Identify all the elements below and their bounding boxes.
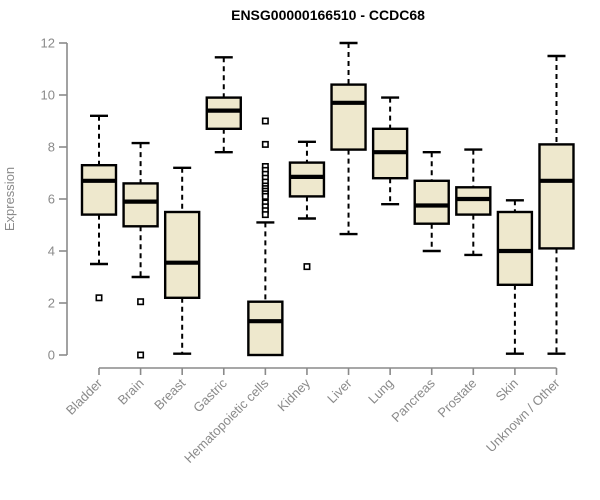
box-skin xyxy=(496,210,534,287)
x-tick-label-breast: Breast xyxy=(151,375,188,412)
x-tick-label-kidney: Kidney xyxy=(274,375,313,414)
chart-title: ENSG00000166510 - CCDC68 xyxy=(231,7,425,23)
x-tick-label-liver: Liver xyxy=(324,375,355,406)
x-tick-label-skin: Skin xyxy=(493,376,521,404)
box-group-skin xyxy=(496,199,534,355)
y-tick-label-12: 12 xyxy=(41,36,55,51)
box-liver xyxy=(330,83,367,151)
y-tick-label-10: 10 xyxy=(41,88,55,103)
x-tick-label-lung: Lung xyxy=(365,376,396,407)
box-gastric xyxy=(205,96,242,130)
box-group-bladder xyxy=(80,114,118,302)
box-group-brain xyxy=(122,141,159,359)
box-kidney xyxy=(288,161,326,198)
outlier-hematopoietic-cells-1 xyxy=(261,140,269,148)
box-group-unknown-other xyxy=(538,54,575,355)
x-tick-label-prostate: Prostate xyxy=(435,376,480,421)
y-tick-label-0: 0 xyxy=(48,348,55,363)
x-tick-label-brain: Brain xyxy=(115,376,147,408)
box-pancreas xyxy=(413,179,450,225)
x-tick-label-unknown-other: Unknown / Other xyxy=(483,375,563,455)
box-group-hematopoietic-cells xyxy=(247,117,284,357)
outlier-kidney-0 xyxy=(303,263,311,271)
box-bladder xyxy=(80,163,118,216)
box-group-breast xyxy=(163,166,201,355)
y-axis-label: Expression xyxy=(2,167,17,231)
box-hematopoietic-cells xyxy=(247,300,284,357)
box-unknown-other xyxy=(538,143,575,250)
x-tick-label-gastric: Gastric xyxy=(190,375,230,415)
boxes-layer xyxy=(80,41,575,359)
y-tick-label-2: 2 xyxy=(48,296,55,311)
outlier-bladder-0 xyxy=(95,294,103,302)
y-tick-label-4: 4 xyxy=(48,244,55,259)
outlier-brain-0 xyxy=(137,298,145,306)
box-group-lung xyxy=(371,96,409,206)
outlier-hematopoietic-cells-15 xyxy=(261,211,269,219)
x-tick-label-bladder: Bladder xyxy=(63,375,106,418)
outlier-hematopoietic-cells-11 xyxy=(261,192,269,200)
outlier-brain-1 xyxy=(137,351,145,359)
box-group-liver xyxy=(330,41,367,236)
x-tick-label-pancreas: Pancreas xyxy=(388,375,438,425)
box-group-prostate xyxy=(455,148,492,257)
box-group-pancreas xyxy=(413,150,450,253)
box-group-gastric xyxy=(205,56,242,154)
box-brain xyxy=(122,182,159,228)
outlier-hematopoietic-cells-0 xyxy=(261,117,269,125)
box-breast xyxy=(163,210,201,300)
box-group-kidney xyxy=(288,140,326,271)
y-tick-label-6: 6 xyxy=(48,192,55,207)
y-tick-label-8: 8 xyxy=(48,140,55,155)
